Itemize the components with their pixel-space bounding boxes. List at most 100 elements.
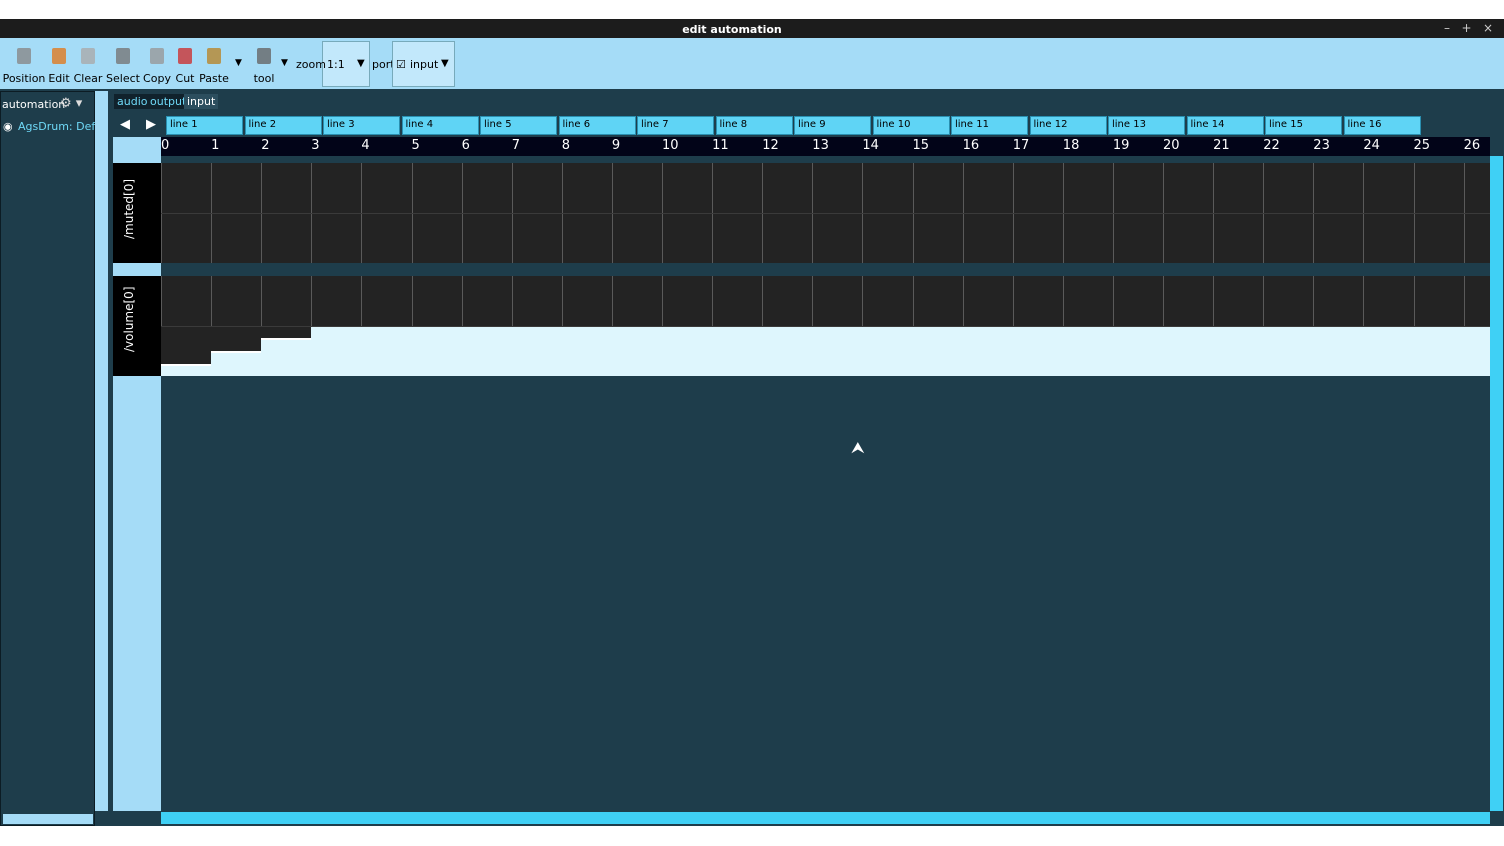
zoom-label: zoom [296,58,326,71]
tool-icon[interactable] [178,48,192,64]
line-button[interactable]: line 14 [1186,116,1264,135]
ruler-label: 8 [561,138,571,153]
tab[interactable]: output [147,94,190,109]
window-controls[interactable]: – + × [1444,21,1493,35]
prev-button[interactable]: ◀ [120,117,130,132]
port-label: port [372,58,395,71]
sidebar [0,91,95,826]
tool-button[interactable]: Copy [143,72,171,85]
ruler-label: 14 [862,138,879,153]
ruler [161,137,1490,156]
ruler-label: 19 [1112,138,1130,153]
tool-button[interactable]: Edit [48,72,70,85]
automation-step [161,327,211,366]
port-arrow[interactable]: ▼ [441,58,449,69]
tool-icon[interactable] [81,48,95,64]
next-button[interactable]: ▶ [146,117,156,132]
ruler-label: 2 [261,138,270,153]
line-button[interactable]: line 11 [951,116,1028,135]
line-button[interactable]: line 9 [794,116,871,135]
port-value[interactable]: input [410,58,439,71]
port-checkbox[interactable]: ☑ [396,58,406,71]
tool-button[interactable]: tool [253,72,275,85]
tool-icon[interactable] [207,48,221,64]
ruler-label: 21 [1213,138,1230,153]
ruler-label: 17 [1012,138,1030,153]
track-label-box [113,163,161,263]
ruler-label: 3 [311,138,320,153]
zoom-combo[interactable] [322,41,370,87]
sidebar-hscroll[interactable] [3,814,93,824]
line-button[interactable]: line 4 [401,116,479,135]
title-bar [0,19,1504,38]
tool-button[interactable]: Position [2,72,46,85]
ruler-label: 18 [1062,138,1080,153]
port-combo[interactable] [392,41,455,87]
ruler-label: 23 [1313,138,1330,153]
radio[interactable]: ◉ [3,120,13,133]
track-label: /volume[0] [122,286,136,353]
ruler-label: 7 [511,138,520,153]
sidebar-scrollbar[interactable] [95,91,108,811]
sidebar-title: automation [2,98,66,111]
ruler-label: 12 [762,138,779,153]
track-label-box [113,276,161,376]
automation-step [261,327,311,340]
ruler-label: 9 [611,138,621,153]
ruler-label: 6 [461,138,470,153]
line-button[interactable]: line 3 [323,116,400,135]
tool-arrow[interactable]: ▼ [281,58,288,68]
automation-area [161,156,1490,811]
ruler-label: 26 [1463,138,1481,153]
tool-icon[interactable] [150,48,164,64]
zoom-arrow[interactable]: ▼ [357,58,365,69]
ruler-label: 24 [1363,138,1380,153]
ruler-label: 16 [962,138,980,153]
line-button[interactable]: line 13 [1108,116,1185,135]
tool-button[interactable]: Clear [73,72,103,85]
ruler-label: 10 [662,138,679,153]
tool-icon[interactable] [52,48,66,64]
ruler-label: 13 [812,138,829,153]
sidebar-item[interactable]: AgsDrum: Defau [18,120,109,133]
line-button[interactable]: line 10 [872,116,950,135]
ruler-label: 0 [161,138,170,153]
tool-icon[interactable] [17,48,31,64]
line-button[interactable]: line 1 [166,116,243,135]
tool-button[interactable]: Cut [175,72,195,85]
ruler-label: 20 [1163,138,1180,153]
line-button[interactable]: line 2 [244,116,322,135]
zoom-value[interactable]: 1:1 [327,58,345,71]
line-button[interactable]: line 6 [558,116,636,135]
line-button[interactable]: line 16 [1343,116,1421,135]
automation-step [211,327,261,353]
ruler-label: 15 [912,138,930,153]
tool-button[interactable]: Paste [199,72,229,85]
sidebar-menu[interactable]: ⚙ ▾ [60,96,83,111]
ruler-label: 1 [211,138,220,153]
line-button[interactable]: line 5 [480,116,557,135]
ruler-label: 25 [1413,138,1431,153]
automation-fill [161,327,1490,376]
tab[interactable]: audio [114,94,151,109]
tool-icon[interactable] [116,48,130,64]
paste-arrow[interactable]: ▼ [235,58,242,68]
tool-icon[interactable] [257,48,271,64]
v-scrollbar[interactable] [1490,156,1503,811]
grid-line [161,213,1490,214]
window-title: edit automation [682,23,782,36]
tool-button[interactable]: Select [106,72,140,85]
h-scrollbar[interactable] [161,812,1490,824]
toolbar [0,38,1504,89]
ruler-label: 22 [1263,138,1280,153]
grid-line [161,326,1490,327]
line-button[interactable]: line 7 [637,116,714,135]
line-button[interactable]: line 12 [1029,116,1107,135]
mouse-cursor: ⮝ [851,438,865,457]
line-button[interactable]: line 8 [715,116,793,135]
tab[interactable]: input [184,94,219,109]
line-button[interactable]: line 15 [1265,116,1342,135]
track-label: /muted[0] [122,178,136,239]
ruler-label: 11 [712,138,729,153]
